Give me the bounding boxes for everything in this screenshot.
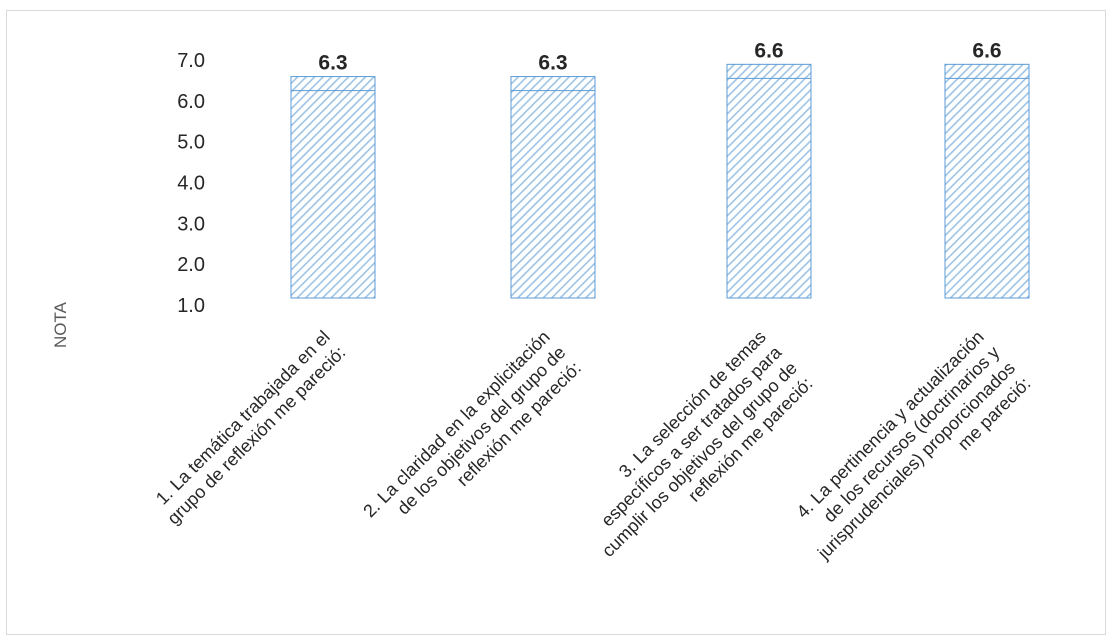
y-tick-label: 4.0: [177, 173, 205, 195]
bars: [290, 63, 1030, 299]
data-label: 6.6: [754, 39, 783, 62]
chart-frame: [6, 10, 1106, 635]
y-tick-label: 1.0: [177, 295, 205, 317]
bar: [510, 76, 596, 299]
y-tick-label: 6.0: [177, 91, 205, 113]
bar: [944, 63, 1030, 299]
y-tick-label: 3.0: [177, 213, 205, 235]
bar: [726, 63, 812, 299]
bar: [290, 76, 376, 299]
value-labels: 6.3 6.3 6.6 6.6: [318, 39, 1001, 74]
x-category-label-line: grupo de reflexión me pareció:: [163, 342, 349, 528]
data-label: 6.3: [318, 52, 347, 75]
x-category-label-line: 1. La temática trabajada en el: [152, 327, 334, 509]
data-label: 6.3: [538, 52, 567, 75]
y-tick-label: 2.0: [177, 254, 205, 276]
data-label: 6.6: [972, 39, 1001, 62]
y-axis-ticks: 7.0 6.0 5.0 4.0 3.0 2.0 1.0: [177, 50, 205, 317]
y-axis-title: NOTA: [51, 301, 70, 348]
y-tick-label: 5.0: [177, 132, 205, 154]
y-tick-label: 7.0: [177, 50, 205, 72]
x-category-label-line: de los objetivos del grupo de: [393, 342, 569, 518]
